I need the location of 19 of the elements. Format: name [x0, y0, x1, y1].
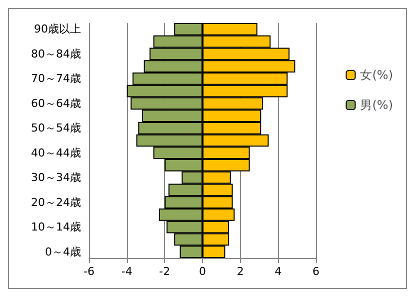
y-tick-label: 40～44歳	[31, 146, 81, 160]
x-tick-label: -6	[84, 265, 94, 278]
y-tick-label: 10～14歳	[31, 220, 81, 234]
legend-label: 女(%)	[360, 68, 393, 82]
x-tick-label: -4	[121, 265, 132, 278]
legend-label: 男(%)	[360, 98, 393, 112]
y-tick-label: 50～54歳	[31, 122, 81, 135]
x-tick-label: 0	[199, 265, 206, 278]
y-tick-label: 30～34歳	[31, 171, 81, 184]
x-tick-label: 2	[236, 265, 244, 278]
x-tick-label: 6	[312, 265, 320, 278]
x-tick-label: 4	[274, 265, 282, 278]
y-tick-label: 90歳以上	[34, 22, 81, 36]
y-tick-label: 80～84歳	[31, 47, 81, 60]
x-tick-label: -2	[159, 265, 170, 278]
y-tick-label: 70～74歳	[31, 72, 81, 86]
y-tick-label: 20～24歳	[31, 196, 81, 209]
y-tick-label: 60～64歳	[31, 96, 81, 110]
y-tick-label: 0～4歳	[45, 245, 81, 258]
